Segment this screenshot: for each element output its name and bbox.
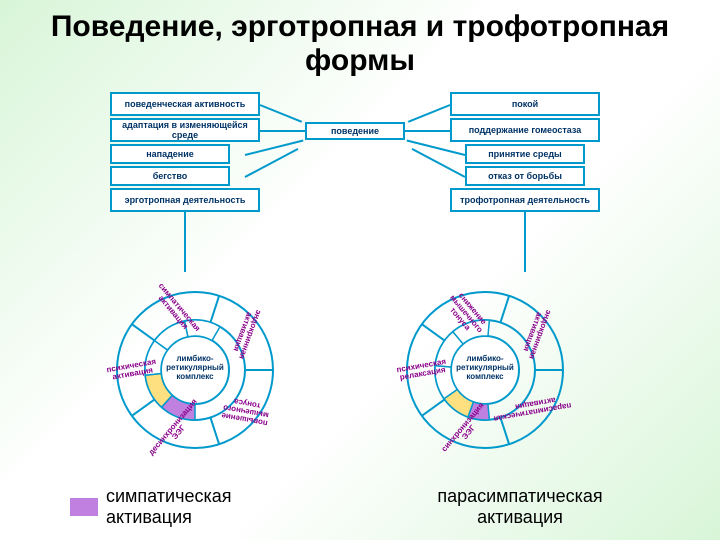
left-row-1: адаптация в изменяющейся среде bbox=[110, 118, 260, 142]
wheel-right: лимбико- ретикулярный комплекс синхрониз… bbox=[400, 285, 570, 455]
right-row-4: трофотропная деятельность bbox=[450, 188, 600, 212]
left-row-0: поведенческая активность bbox=[110, 92, 260, 116]
left-row-4: эрготропная деятельность bbox=[110, 188, 260, 212]
legend-left-text: симпатическая активация bbox=[106, 486, 266, 528]
left-row-2: нападение bbox=[110, 144, 230, 164]
legend-right-text: парасимпатическая активация bbox=[400, 486, 640, 528]
legend-right: парасимпатическая активация bbox=[400, 486, 640, 528]
legend-swatch-icon bbox=[70, 498, 98, 516]
wheel-right-center: лимбико- ретикулярный комплекс bbox=[454, 355, 516, 381]
legend-left: симпатическая активация bbox=[70, 486, 266, 528]
right-row-2: принятие среды bbox=[465, 144, 585, 164]
wheel-left: лимбико- ретикулярный комплекс десинхрон… bbox=[110, 285, 280, 455]
wheel-left-center: лимбико- ретикулярный комплекс bbox=[164, 355, 226, 381]
center-behavior: поведение bbox=[305, 122, 405, 140]
page-title: Поведение, эрготропная и трофотропная фо… bbox=[0, 0, 720, 82]
right-row-0: покой bbox=[450, 92, 600, 116]
right-row-1: поддержание гомеостаза bbox=[450, 118, 600, 142]
wheels-zone: лимбико- ретикулярный комплекс десинхрон… bbox=[0, 285, 720, 475]
left-row-3: бегство bbox=[110, 166, 230, 186]
right-row-3: отказ от борьбы bbox=[465, 166, 585, 186]
